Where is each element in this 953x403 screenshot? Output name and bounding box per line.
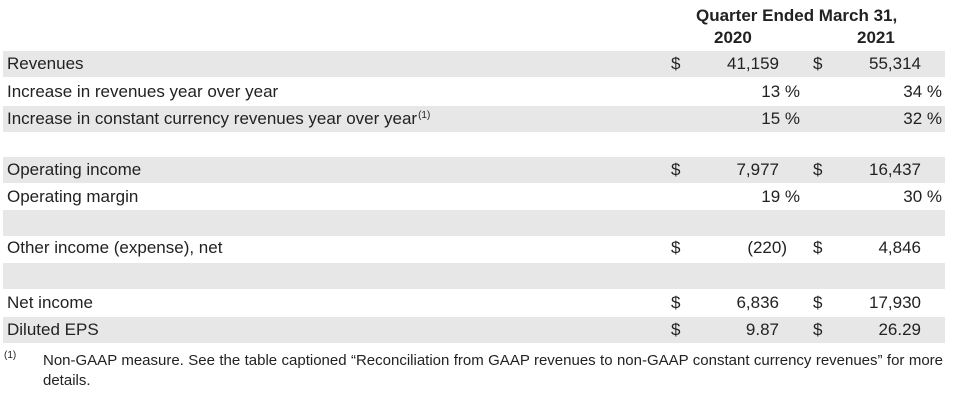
footnote-reference: (1) bbox=[418, 110, 431, 121]
value-2020: 13 % bbox=[761, 82, 800, 101]
row-label: Increase in revenues year over year bbox=[7, 82, 279, 101]
row-label: Operating margin bbox=[7, 187, 139, 206]
table-row-operating-margin: Operating margin 19 % 30 % bbox=[3, 184, 945, 210]
table-row-operating-income: Operating income $ 7,977 $ 16,437 bbox=[3, 157, 945, 183]
currency-symbol-2020: $ bbox=[671, 160, 681, 179]
currency-symbol-2020: $ bbox=[671, 238, 681, 257]
value-2020: 41,159 bbox=[727, 54, 779, 73]
value-2021: 34 % bbox=[903, 82, 942, 101]
value-2021: 30 % bbox=[903, 187, 942, 206]
currency-symbol-2021: $ bbox=[813, 293, 823, 312]
value-2020: 9.87 bbox=[745, 320, 779, 339]
row-label: Revenues bbox=[7, 54, 84, 73]
table-row-revenue-growth: Increase in revenues year over year 13 %… bbox=[3, 79, 945, 105]
row-label: Other income (expense), net bbox=[7, 238, 223, 257]
currency-symbol-2021: $ bbox=[813, 238, 823, 257]
row-label: Increase in constant currency revenues y… bbox=[7, 106, 430, 132]
value-2021: 32 % bbox=[903, 109, 942, 128]
value-2020: 6,836 bbox=[736, 293, 779, 312]
currency-symbol-2020: $ bbox=[671, 320, 681, 339]
row-label: Operating income bbox=[7, 160, 142, 179]
currency-symbol-2021: $ bbox=[813, 320, 823, 339]
row-label-text: Increase in constant currency revenues y… bbox=[7, 109, 418, 128]
table-row-net-income: Net income $ 6,836 $ 17,930 bbox=[3, 290, 945, 316]
table-row-diluted-eps: Diluted EPS $ 9.87 $ 26.29 bbox=[3, 317, 945, 343]
value-2020: 19 % bbox=[761, 187, 800, 206]
value-2021: 17,930 bbox=[869, 293, 921, 312]
row-label: Net income bbox=[7, 293, 93, 312]
value-2020: 7,977 bbox=[736, 160, 779, 179]
table-row-other-income: Other income (expense), net $ (220) $ 4,… bbox=[3, 235, 945, 261]
currency-symbol-2020: $ bbox=[671, 293, 681, 312]
currency-symbol-2021: $ bbox=[813, 54, 823, 73]
value-2020: 15 % bbox=[761, 109, 800, 128]
currency-symbol-2020: $ bbox=[671, 54, 681, 73]
column-header-2020: 2020 bbox=[714, 28, 752, 47]
table-row-constant-currency-growth: Increase in constant currency revenues y… bbox=[3, 106, 945, 132]
table-row-revenues: Revenues $ 41,159 $ 55,314 bbox=[3, 51, 945, 77]
currency-symbol-2021: $ bbox=[813, 160, 823, 179]
period-header: Quarter Ended March 31, bbox=[696, 6, 898, 25]
column-header-2021: 2021 bbox=[857, 28, 895, 47]
table-spacer-row bbox=[3, 210, 945, 236]
footnote-text: Non-GAAP measure. See the table captione… bbox=[43, 352, 943, 389]
footnote-marker: (1) bbox=[4, 350, 17, 361]
value-2021: 55,314 bbox=[869, 54, 921, 73]
value-2021: 4,846 bbox=[878, 238, 921, 257]
row-label: Diluted EPS bbox=[7, 320, 99, 339]
value-2021: 26.29 bbox=[878, 320, 921, 339]
value-2020: (220) bbox=[747, 238, 787, 257]
value-2021: 16,437 bbox=[869, 160, 921, 179]
table-spacer-row bbox=[3, 263, 945, 289]
